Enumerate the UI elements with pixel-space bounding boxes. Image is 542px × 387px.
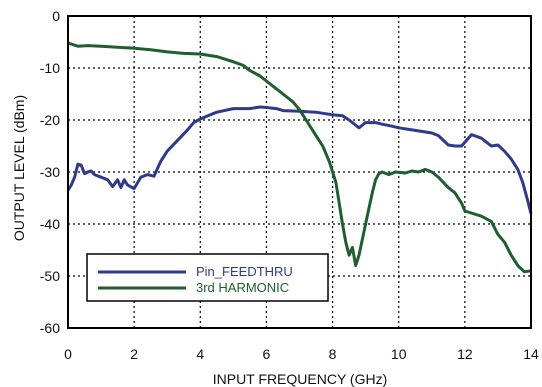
x-tick-label: 12 (457, 346, 473, 362)
y-tick-label: 0 (52, 8, 60, 24)
y-axis-label: OUTPUT LEVEL (dBm) (11, 95, 27, 241)
x-tick-label: 8 (329, 346, 337, 362)
legend-label-3rd-harmonic: 3rd HARMONIC (196, 280, 289, 295)
y-tick-label: -40 (40, 216, 60, 232)
x-tick-label: 2 (130, 346, 138, 362)
y-tick-label: -20 (40, 112, 60, 128)
series-line-0 (66, 105, 533, 214)
tick-labels: 0 2 4 6 8 10 12 14 0 -10 -20 -30 -40 -50 -60 (40, 8, 539, 362)
legend-label-pin-feedthru: Pin_FEEDTHRU (196, 264, 293, 279)
x-tick-label: 6 (263, 346, 271, 362)
y-tick-label: -50 (40, 268, 60, 284)
legend: Pin_FEEDTHRU 3rd HARMONIC (86, 253, 329, 302)
y-tick-label: -30 (40, 164, 60, 180)
y-tick-label: -10 (40, 60, 60, 76)
x-tick-label: 10 (391, 346, 407, 362)
plot-frame (67, 15, 532, 329)
legend-box (86, 253, 329, 302)
x-tick-label: 0 (64, 346, 72, 362)
series-line-1 (67, 41, 532, 274)
x-axis-label: INPUT FREQUENCY (GHz) (213, 371, 388, 387)
y-tick-label: -60 (40, 320, 60, 336)
x-tick-label: 4 (196, 346, 204, 362)
series-layer (66, 41, 533, 274)
x-tick-label: 14 (523, 346, 539, 362)
